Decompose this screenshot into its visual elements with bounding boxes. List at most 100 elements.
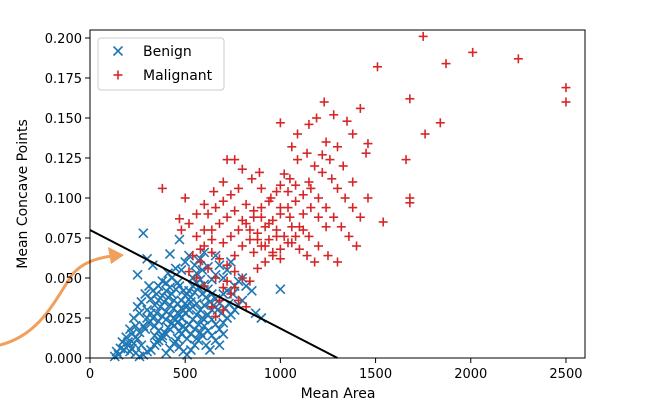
malignant-point: [226, 289, 236, 299]
malignant-point: [283, 187, 293, 197]
malignant-point: [293, 129, 303, 139]
malignant-point: [218, 305, 228, 315]
malignant-point: [338, 161, 348, 171]
malignant-point: [304, 231, 314, 241]
benign-point: [176, 264, 187, 276]
malignant-point: [272, 187, 282, 197]
malignant-point: [561, 97, 571, 107]
malignant-point: [237, 273, 247, 283]
malignant-point: [234, 225, 243, 235]
malignant-point: [192, 231, 202, 241]
malignant-point: [333, 257, 342, 267]
y-axis-ticks: 0.000 0.025 0.050 0.075 0.100 0.125 0.150 0.175…: [45, 32, 90, 367]
malignant-point: [313, 212, 323, 222]
malignant-point: [260, 222, 270, 232]
malignant-point: [294, 244, 304, 254]
malignant-point: [275, 180, 285, 190]
malignant-point: [249, 247, 259, 257]
malignant-point: [207, 225, 217, 235]
malignant-point: [207, 247, 217, 257]
malignant-point: [279, 169, 289, 179]
malignant-point: [241, 219, 251, 229]
benign-point: [164, 248, 176, 260]
malignant-point: [361, 148, 371, 158]
malignant-point: [283, 203, 293, 213]
malignant-point: [214, 219, 224, 229]
malignant-point: [441, 59, 451, 69]
malignant-point: [230, 155, 240, 165]
benign-point: [138, 320, 149, 332]
legend-marker-benign: [112, 45, 124, 57]
malignant-point: [209, 187, 219, 197]
malignant-point: [285, 174, 295, 184]
malignant-point: [218, 177, 228, 187]
legend-label-benign: Benign: [143, 44, 192, 60]
benign-point: [128, 312, 139, 324]
malignant-point: [256, 203, 266, 213]
benign-point: [246, 285, 257, 296]
malignant-point: [218, 238, 228, 248]
malignant-point: [237, 164, 247, 174]
malignant-point: [264, 196, 274, 206]
malignant-point: [348, 177, 358, 187]
benign-point: [172, 277, 183, 288]
x-tick-label: 1500: [359, 367, 392, 382]
benign-point: [138, 228, 149, 239]
malignant-point: [363, 139, 373, 149]
benign-point: [123, 340, 134, 351]
malignant-point: [313, 241, 323, 251]
benign-point: [222, 264, 233, 276]
x-tick-label: 1000: [264, 367, 297, 382]
malignant-point: [214, 254, 224, 264]
benign-point: [214, 340, 225, 351]
malignant-point: [302, 251, 312, 261]
malignant-point: [234, 295, 243, 305]
malignant-point: [253, 228, 263, 238]
benign-point: [147, 285, 158, 296]
x-axis-label: Mean Area: [301, 386, 376, 402]
benign-point: [128, 338, 139, 349]
malignant-point: [157, 183, 167, 193]
malignant-point: [174, 214, 184, 224]
malignant-point: [234, 183, 243, 193]
malignant-point: [302, 148, 312, 158]
malignant-point: [319, 97, 329, 107]
benign-point: [124, 346, 136, 357]
malignant-point: [378, 217, 388, 227]
malignant-point: [321, 222, 331, 232]
malignant-point: [241, 199, 251, 209]
malignant-point: [253, 263, 263, 273]
malignant-point: [222, 155, 232, 165]
malignant-point: [352, 241, 362, 251]
malignant-point: [293, 155, 303, 165]
malignant-point: [291, 196, 301, 206]
y-tick-label: 0.050: [45, 272, 82, 287]
malignant-point: [237, 241, 247, 251]
malignant-point: [207, 235, 217, 245]
malignant-point: [268, 215, 278, 225]
malignant-point: [260, 257, 270, 267]
malignant-point: [348, 203, 358, 213]
y-tick-label: 0.125: [45, 152, 82, 167]
malignant-point: [245, 225, 255, 235]
x-tick-label: 0: [86, 367, 94, 382]
malignant-point: [230, 206, 240, 216]
benign-point: [132, 269, 143, 280]
legend-x-icon: [112, 45, 124, 57]
malignant-point: [275, 244, 285, 254]
malignant-point: [256, 212, 266, 222]
malignant-point: [199, 225, 209, 235]
malignant-point: [188, 251, 198, 261]
benign-point: [178, 320, 189, 332]
y-tick-label: 0.150: [45, 112, 82, 127]
benign-point: [162, 268, 174, 279]
malignant-point: [313, 193, 323, 203]
malignant-point: [304, 119, 314, 129]
y-tick-label: 0.025: [45, 312, 82, 327]
malignant-point: [203, 263, 213, 273]
malignant-point: [342, 116, 352, 126]
annotation-arrow: [0, 254, 116, 347]
benign-point: [149, 300, 160, 311]
annotation-arrowhead: [108, 247, 124, 264]
